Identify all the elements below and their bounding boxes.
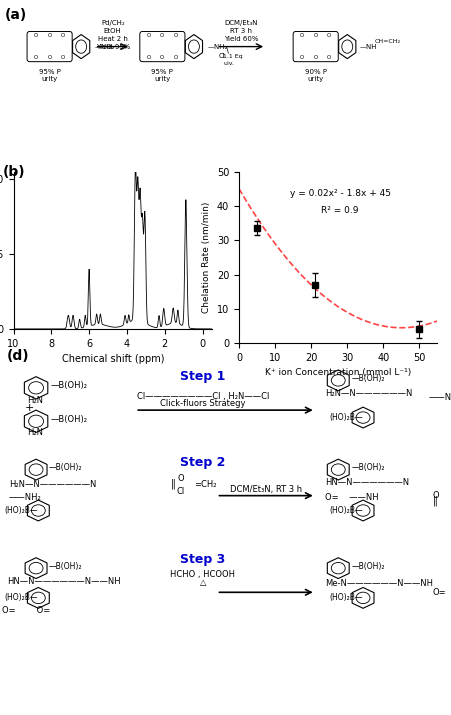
- Text: Yield 60%: Yield 60%: [224, 36, 258, 42]
- Text: Cl: Cl: [219, 53, 226, 59]
- Text: (HO)₂B—: (HO)₂B—: [329, 506, 363, 515]
- Text: (HO)₂B—: (HO)₂B—: [5, 506, 38, 515]
- Text: —B(OH)₂: —B(OH)₂: [51, 415, 87, 424]
- Text: DCM/Et₃N: DCM/Et₃N: [225, 20, 258, 26]
- Text: O: O: [313, 55, 318, 60]
- Text: O: O: [47, 55, 52, 60]
- Text: (HO)₂B—: (HO)₂B—: [329, 593, 363, 602]
- Text: O: O: [61, 33, 65, 38]
- Text: (HO)₂B—: (HO)₂B—: [329, 413, 363, 422]
- Text: —B(OH)₂: —B(OH)₂: [49, 463, 82, 472]
- Text: O: O: [177, 474, 184, 483]
- Text: O: O: [174, 33, 178, 38]
- Text: ‖: ‖: [433, 496, 438, 506]
- Text: HN—N——————N: HN—N——————N: [325, 478, 409, 487]
- Text: —NH: —NH: [360, 44, 377, 49]
- Text: ‖: ‖: [171, 478, 176, 489]
- X-axis label: K⁺ ion Concentration (mmol L⁻¹): K⁺ ion Concentration (mmol L⁻¹): [265, 368, 411, 378]
- Text: +: +: [25, 403, 34, 413]
- X-axis label: Chemical shift (ppm): Chemical shift (ppm): [61, 354, 164, 364]
- Text: 95% P
urity: 95% P urity: [39, 69, 60, 82]
- Text: O: O: [34, 33, 38, 38]
- Text: H₂N: H₂N: [27, 428, 43, 437]
- Text: O: O: [300, 55, 304, 60]
- Text: O=    ——NH: O= ——NH: [325, 493, 378, 502]
- Text: —B(OH)₂: —B(OH)₂: [352, 463, 385, 472]
- Text: HN—N——————N——NH: HN—N——————N——NH: [7, 577, 120, 586]
- Text: Yield 95%: Yield 95%: [96, 44, 130, 50]
- Text: (a): (a): [5, 8, 27, 22]
- Text: y = 0.02x² - 1.8x + 45: y = 0.02x² - 1.8x + 45: [290, 189, 391, 198]
- Text: Me-N——————N——NH: Me-N——————N——NH: [325, 578, 433, 588]
- Text: —B(OH)₂: —B(OH)₂: [352, 374, 385, 383]
- Text: O: O: [47, 33, 52, 38]
- Text: △: △: [200, 578, 206, 587]
- Text: Step 3: Step 3: [180, 553, 226, 566]
- Text: DCM/Et₃N, RT 3 h: DCM/Et₃N, RT 3 h: [230, 485, 302, 494]
- Text: 90% P
urity: 90% P urity: [305, 69, 327, 82]
- Text: uiv.: uiv.: [223, 61, 234, 66]
- Text: Click-fluors Strategy: Click-fluors Strategy: [160, 399, 246, 408]
- Text: H₂N—N——————N: H₂N—N——————N: [9, 480, 97, 489]
- Text: RT 3 h: RT 3 h: [230, 28, 252, 34]
- Text: R² = 0.9: R² = 0.9: [321, 206, 359, 215]
- Text: Step 1: Step 1: [180, 370, 226, 383]
- Text: —NO₂: —NO₂: [95, 44, 115, 49]
- Text: O: O: [147, 55, 151, 60]
- Text: Cl————————Cl , H₂N——Cl: Cl————————Cl , H₂N——Cl: [137, 392, 269, 401]
- Text: O: O: [160, 33, 165, 38]
- Text: EtOH: EtOH: [104, 28, 122, 34]
- Text: 1.1 Eq: 1.1 Eq: [223, 54, 243, 59]
- Text: O: O: [34, 55, 38, 60]
- Text: —NH₂: —NH₂: [207, 44, 228, 49]
- Text: O=: O=: [433, 588, 446, 597]
- Text: —B(OH)₂: —B(OH)₂: [352, 562, 385, 571]
- Text: O: O: [313, 33, 318, 38]
- Text: 95% P
urity: 95% P urity: [152, 69, 173, 82]
- Text: O: O: [433, 491, 440, 500]
- Text: HCHO , HCOOH: HCHO , HCOOH: [170, 571, 235, 579]
- Text: —B(OH)₂: —B(OH)₂: [51, 382, 87, 390]
- Text: O: O: [174, 55, 178, 60]
- Text: —B(OH)₂: —B(OH)₂: [49, 562, 82, 571]
- Text: O=        O=: O= O=: [2, 606, 51, 616]
- Text: ——NH₂: ——NH₂: [428, 393, 451, 402]
- Text: O: O: [327, 33, 331, 38]
- Text: CH=CH₂: CH=CH₂: [374, 39, 400, 44]
- Text: Cl: Cl: [176, 487, 184, 495]
- Text: H₂N—N——————N: H₂N—N——————N: [325, 389, 412, 398]
- Text: (HO)₂B—: (HO)₂B—: [5, 593, 38, 602]
- Text: O: O: [327, 55, 331, 60]
- Text: Step 2: Step 2: [180, 456, 226, 469]
- Text: (b): (b): [2, 164, 25, 179]
- Text: O: O: [61, 55, 65, 60]
- Text: H₂N: H₂N: [27, 396, 43, 405]
- Text: (d): (d): [7, 349, 29, 363]
- Y-axis label: Chelation Rate (nm/min): Chelation Rate (nm/min): [202, 202, 212, 313]
- Text: =CH₂: =CH₂: [194, 480, 216, 489]
- Text: Pd/CH₂: Pd/CH₂: [101, 20, 124, 26]
- Text: O: O: [160, 55, 165, 60]
- Text: Heat 2 h: Heat 2 h: [98, 36, 128, 42]
- Text: ——NH₂: ——NH₂: [9, 493, 42, 502]
- Text: $\backslash$: $\backslash$: [226, 44, 230, 54]
- Text: O: O: [147, 33, 151, 38]
- Text: O: O: [300, 33, 304, 38]
